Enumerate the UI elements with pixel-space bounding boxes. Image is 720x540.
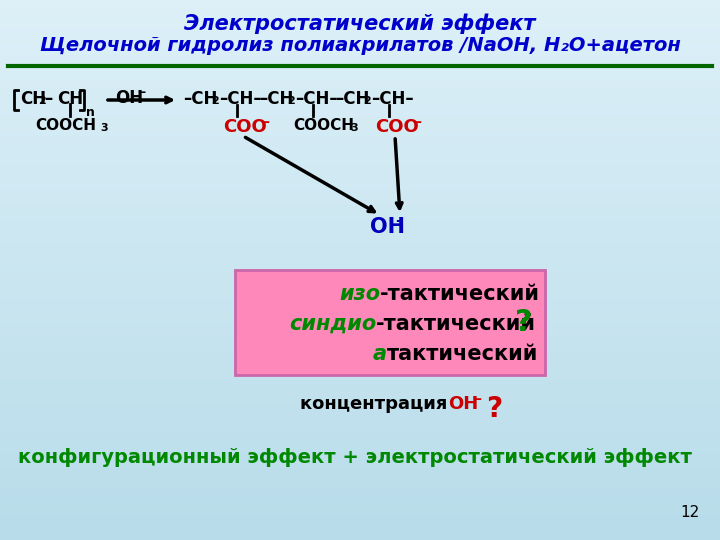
Text: -тактический: -тактический [380, 284, 540, 304]
Text: COO: COO [375, 118, 419, 136]
Text: CH: CH [57, 90, 83, 108]
Text: 2: 2 [211, 96, 219, 106]
Text: OH: OH [115, 89, 143, 107]
Text: –CH–: –CH– [219, 90, 261, 108]
FancyBboxPatch shape [235, 270, 545, 375]
Text: –: – [262, 115, 269, 129]
Text: 12: 12 [680, 505, 700, 520]
Text: –: – [474, 392, 481, 406]
Text: 2: 2 [363, 96, 371, 106]
Text: COO: COO [223, 118, 266, 136]
Text: CH: CH [20, 90, 46, 108]
Text: изо: изо [339, 284, 380, 304]
Text: COOCH: COOCH [35, 118, 96, 133]
Text: –: – [44, 90, 53, 108]
Text: n: n [86, 106, 95, 119]
Text: тактический: тактический [387, 344, 539, 364]
Text: –CH–: –CH– [295, 90, 338, 108]
Text: а: а [373, 344, 387, 364]
Text: ОН: ОН [448, 395, 478, 413]
Text: –CH–: –CH– [371, 90, 413, 108]
Text: Щелочной гидролиз полиакрилатов /NaOH, H₂O+ацетон: Щелочной гидролиз полиакрилатов /NaOH, H… [40, 36, 680, 55]
Text: –: – [395, 213, 402, 228]
Text: –CH: –CH [183, 90, 217, 108]
Text: конфигурационный эффект + электростатический эффект: конфигурационный эффект + электростатиче… [18, 448, 692, 467]
Text: 3: 3 [350, 123, 358, 133]
Text: OH: OH [370, 217, 405, 237]
Text: 3: 3 [100, 123, 107, 133]
Text: –: – [139, 86, 145, 99]
Text: -тактический: -тактический [376, 314, 536, 334]
Text: концентрация: концентрация [300, 395, 454, 413]
Text: Электростатический эффект: Электростатический эффект [184, 14, 536, 35]
Text: 2: 2 [287, 96, 294, 106]
Text: ?: ? [515, 308, 533, 337]
Text: ?: ? [486, 395, 502, 423]
Text: –: – [414, 115, 421, 129]
Text: –CH: –CH [259, 90, 293, 108]
Text: COOCH: COOCH [293, 118, 354, 133]
Text: 2: 2 [38, 96, 46, 106]
Text: –CH: –CH [335, 90, 369, 108]
Text: синдио: синдио [289, 314, 376, 334]
